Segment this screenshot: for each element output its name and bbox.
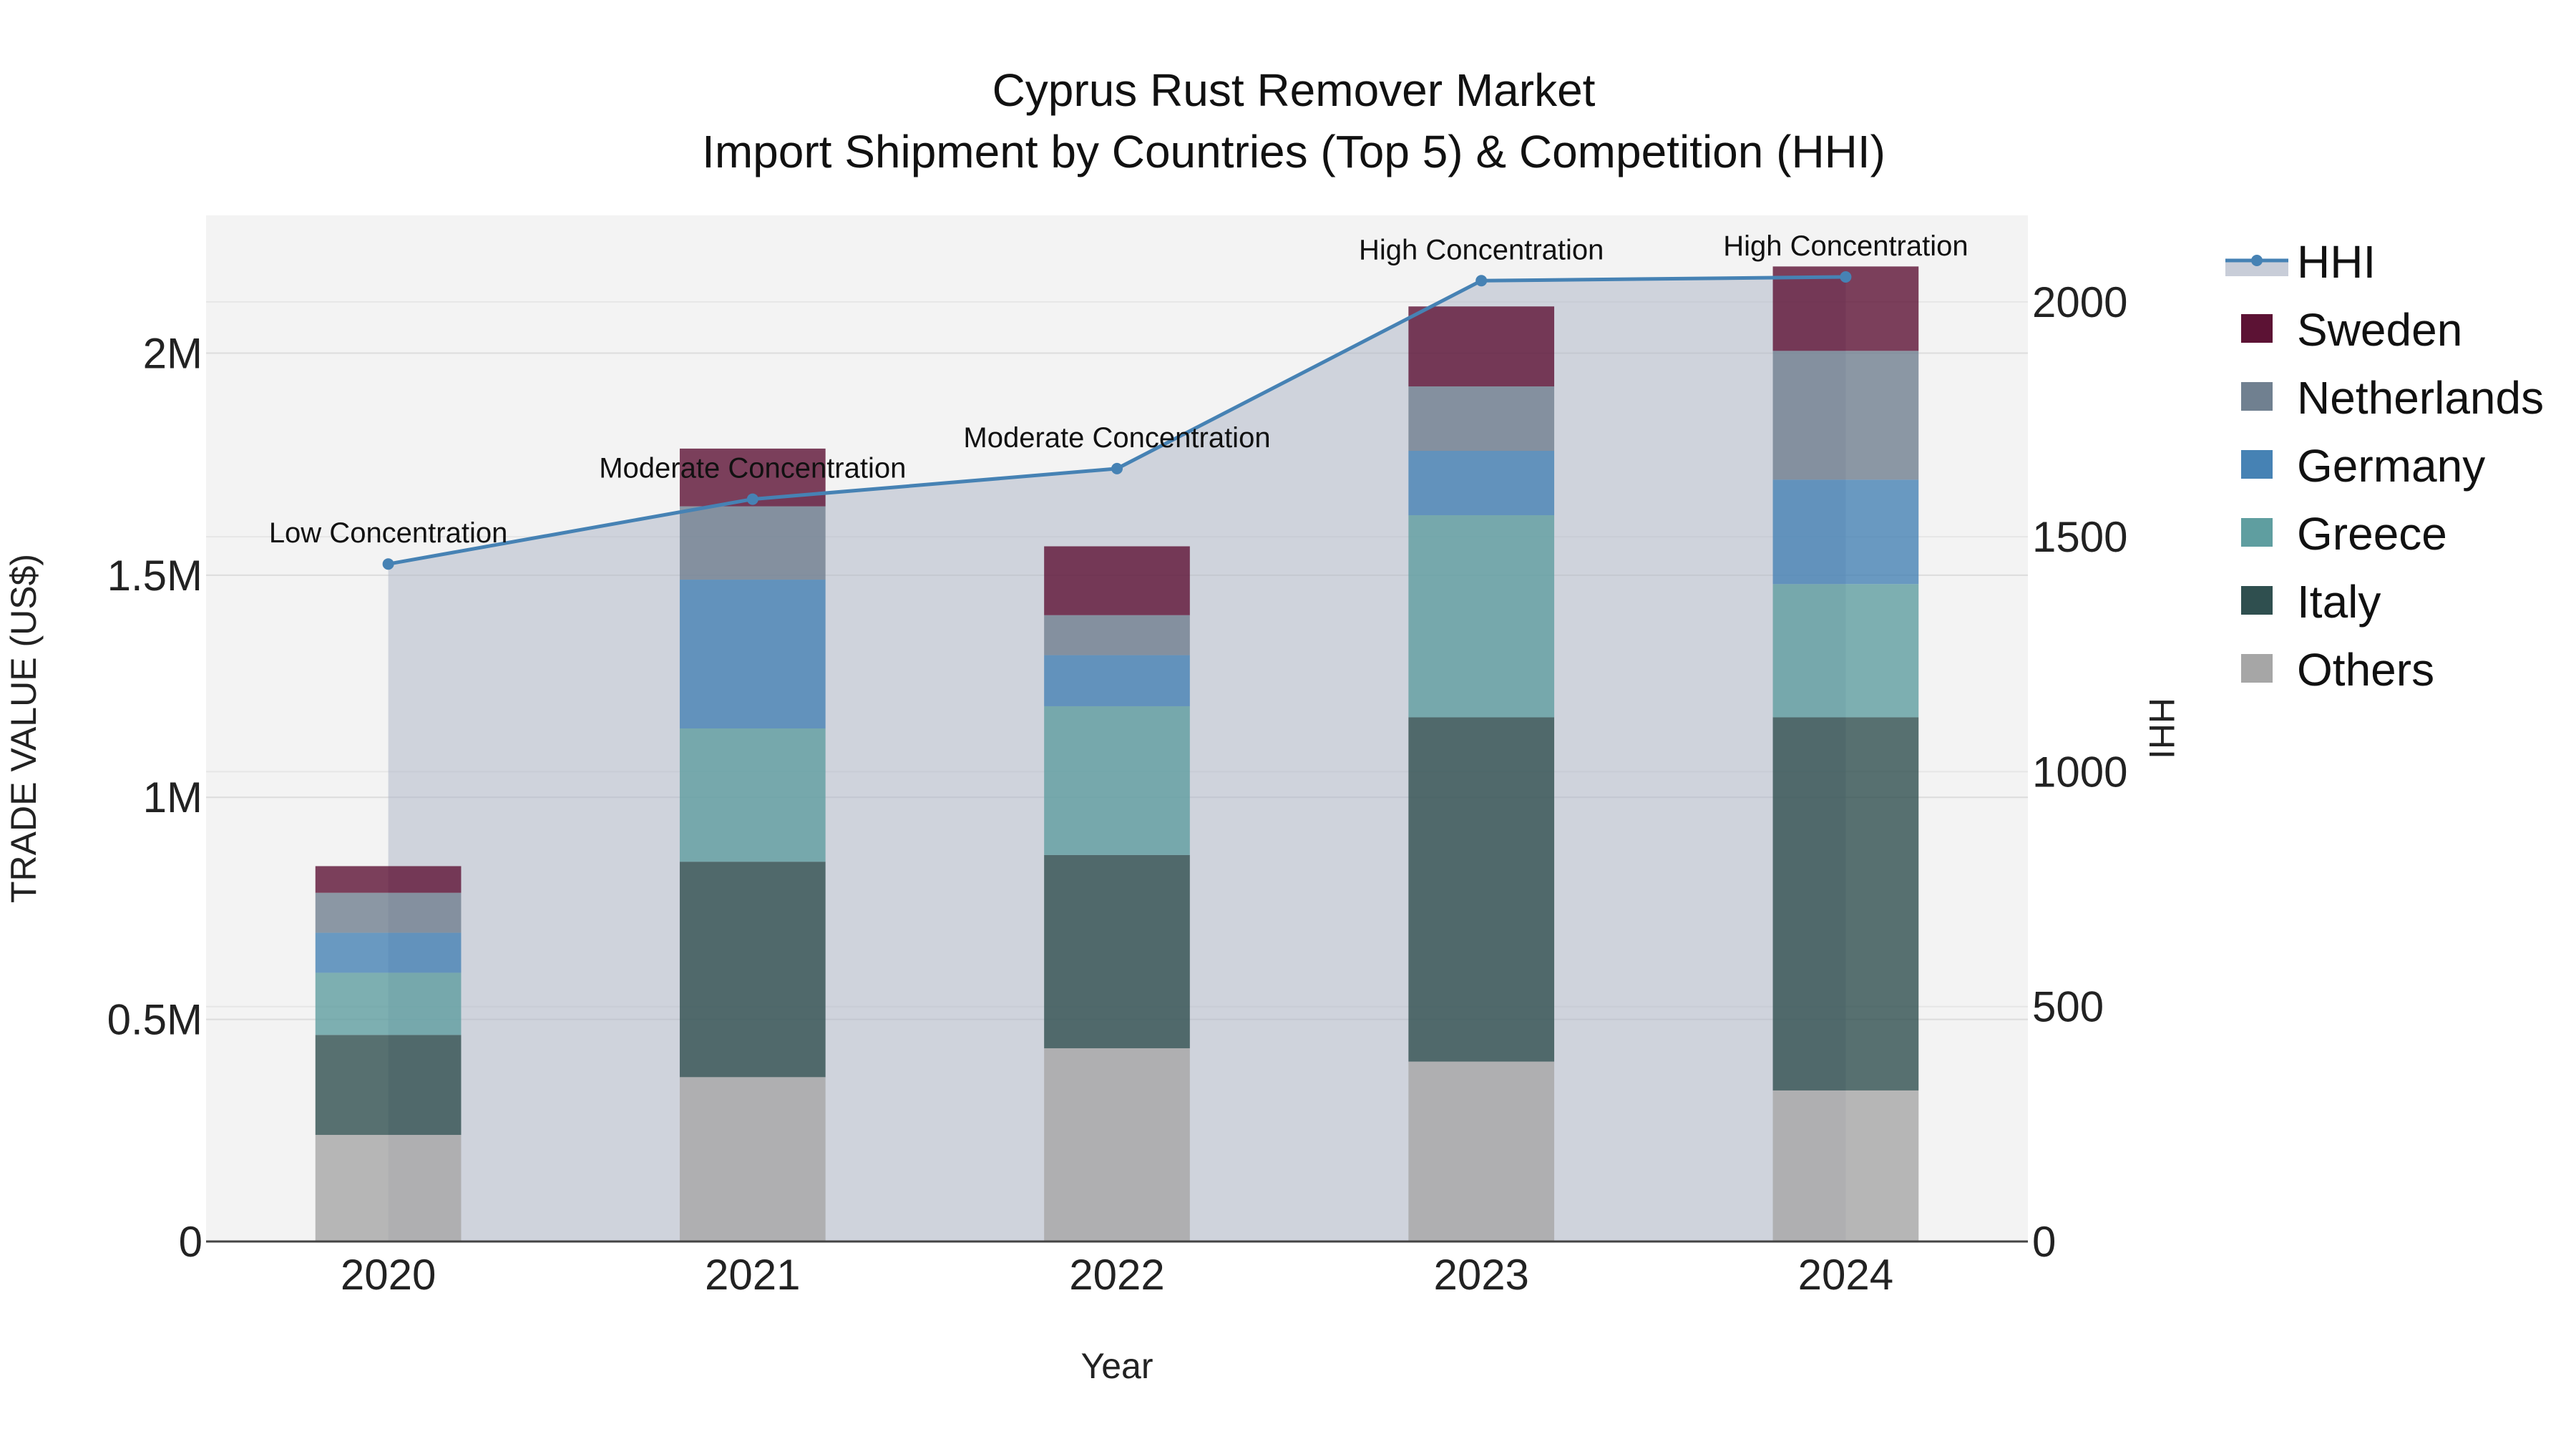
- x-tick-label: 2022: [1069, 1251, 1164, 1299]
- bar-others-2024: [1772, 1090, 1919, 1241]
- legend-label-others: Others: [2297, 644, 2434, 696]
- hhi-point-2021: [746, 493, 758, 505]
- x-tick-label: 2023: [1433, 1251, 1528, 1299]
- legend-label-hhi: HHI: [2297, 236, 2376, 288]
- x-tick-label: 2024: [1798, 1251, 1893, 1299]
- legend-swatch-sweden: [2241, 314, 2273, 343]
- legend: HHI Sweden Netherlands Germany Greece Italy Ot…: [2225, 236, 2544, 696]
- y-axis-label: TRADE VALUE (US$): [4, 554, 44, 903]
- bar-italy-2023: [1408, 717, 1555, 1062]
- y-axis-ticks: 0 0.5M 1M 1.5M 2M: [107, 329, 203, 1266]
- bar-germany-2022: [1044, 655, 1190, 706]
- hhi-annotation: High Concentration: [1359, 234, 1604, 265]
- bar-others-2020: [315, 1135, 462, 1241]
- hhi-point-2023: [1475, 275, 1488, 287]
- bar-greece-2021: [679, 728, 826, 862]
- legend-label-sweden: Sweden: [2297, 304, 2462, 356]
- y-tick-label: 0.5M: [107, 996, 203, 1044]
- bar-greece-2024: [1772, 584, 1919, 718]
- x-axis-label: Year: [1080, 1346, 1153, 1386]
- bar-italy-2024: [1772, 717, 1919, 1091]
- chart-subtitle: Import Shipment by Countries (Top 5) & C…: [702, 126, 1885, 177]
- bar-germany-2024: [1772, 479, 1919, 585]
- bar-greece-2023: [1408, 515, 1555, 718]
- legend-swatch-greece: [2241, 518, 2273, 547]
- bar-others-2022: [1044, 1048, 1190, 1241]
- bar-layer: [315, 266, 1919, 1241]
- bar-netherlands-2023: [1408, 386, 1555, 452]
- bar-italy-2022: [1044, 854, 1190, 1048]
- bar-sweden-2023: [1408, 306, 1555, 386]
- x-tick-label: 2020: [341, 1251, 436, 1299]
- y2-tick-label: 1000: [2032, 748, 2127, 796]
- annotation-layer: Low Concentration Moderate Concentration M…: [269, 230, 1968, 549]
- legend-swatch-germany: [2241, 450, 2273, 479]
- bar-italy-2021: [679, 862, 826, 1078]
- bar-netherlands-2021: [679, 506, 826, 580]
- bar-netherlands-2022: [1044, 615, 1190, 655]
- bar-greece-2020: [315, 972, 462, 1035]
- y-tick-label: 1M: [143, 774, 203, 821]
- bar-greece-2022: [1044, 706, 1190, 855]
- bar-netherlands-2024: [1772, 351, 1919, 480]
- legend-label-italy: Italy: [2297, 576, 2381, 628]
- bar-sweden-2022: [1044, 546, 1190, 615]
- legend-label-germany: Germany: [2297, 440, 2485, 492]
- bar-others-2023: [1408, 1061, 1555, 1241]
- legend-swatch-others: [2241, 654, 2273, 683]
- y2-tick-label: 500: [2032, 983, 2104, 1031]
- bar-italy-2020: [315, 1035, 462, 1136]
- hhi-point-2022: [1111, 462, 1123, 474]
- bar-netherlands-2020: [315, 892, 462, 933]
- x-axis-ticks: 2020 2021 2022 2023 2024: [341, 1251, 1893, 1299]
- hhi-point-2020: [382, 558, 394, 570]
- y2-tick-label: 0: [2032, 1218, 2056, 1266]
- y2-tick-label: 1500: [2032, 513, 2127, 561]
- y2-axis-ticks: 0 500 1000 1500 2000: [2032, 278, 2127, 1266]
- hhi-line-layer: [382, 271, 1852, 570]
- y-tick-label: 2M: [143, 329, 203, 377]
- x-tick-label: 2021: [705, 1251, 800, 1299]
- bar-germany-2023: [1408, 451, 1555, 516]
- legend-swatch-italy: [2241, 586, 2273, 615]
- chart-title: Cyprus Rust Remover Market: [992, 64, 1596, 116]
- hhi-annotation: Moderate Concentration: [963, 422, 1270, 454]
- bar-sweden-2020: [315, 866, 462, 893]
- legend-swatch-hhi-marker: [2251, 255, 2263, 266]
- bar-germany-2021: [679, 580, 826, 728]
- legend-swatch-hhi-area: [2225, 260, 2288, 276]
- legend-swatch-netherlands: [2241, 382, 2273, 411]
- y-tick-label: 1.5M: [107, 552, 203, 600]
- hhi-annotation: High Concentration: [1723, 230, 1968, 262]
- hhi-point-2024: [1840, 271, 1852, 283]
- bar-germany-2020: [315, 932, 462, 973]
- legend-label-greece: Greece: [2297, 508, 2447, 560]
- y2-tick-label: 2000: [2032, 278, 2127, 326]
- hhi-annotation: Low Concentration: [269, 517, 508, 549]
- legend-label-netherlands: Netherlands: [2297, 372, 2544, 424]
- hhi-annotation: Moderate Concentration: [599, 453, 906, 484]
- y-tick-label: 0: [179, 1218, 203, 1266]
- bar-others-2021: [679, 1077, 826, 1241]
- y2-axis-label: HHI: [2142, 698, 2182, 759]
